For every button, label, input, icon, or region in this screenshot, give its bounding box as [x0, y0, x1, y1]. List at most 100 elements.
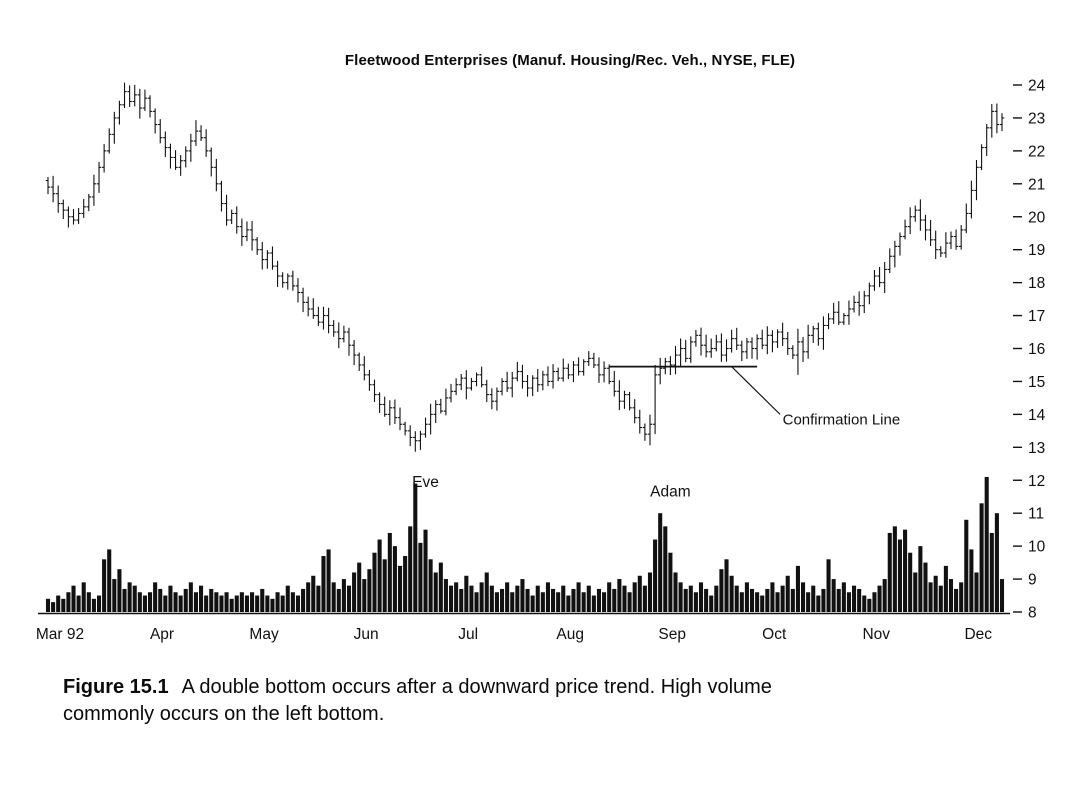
price-bar [214, 158, 219, 192]
price-bar [525, 374, 530, 397]
price-bar [984, 124, 989, 156]
price-bar [367, 370, 372, 391]
price-bar [841, 313, 847, 325]
volume-bar [704, 588, 709, 612]
price-bar [474, 372, 479, 387]
price-bar [969, 180, 974, 219]
confirmation-leader-line [731, 366, 781, 415]
volume-bar [377, 539, 382, 612]
month-label: Aug [556, 626, 584, 643]
price-bar [642, 423, 648, 441]
price-bar [45, 177, 51, 195]
price-bar [372, 379, 377, 402]
volume-bar [857, 588, 862, 612]
price-bar [958, 225, 964, 250]
price-bar [999, 113, 1005, 132]
volume-bar [520, 579, 525, 612]
price-bar [612, 370, 617, 397]
volume-bar [989, 532, 994, 612]
volume-bar [107, 549, 112, 612]
price-bar [209, 147, 214, 177]
volume-bar [45, 598, 51, 612]
month-label: Apr [150, 626, 174, 643]
volume-bar [821, 588, 826, 612]
volume-bar [816, 595, 821, 612]
volume-bar [142, 595, 147, 612]
volume-bar [86, 592, 91, 612]
price-tick-label: 12 [1028, 473, 1045, 490]
volume-bar [423, 529, 428, 612]
price-bar [923, 214, 928, 241]
volume-bar [239, 592, 244, 612]
caption-line2: commonly occurs on the left bottom. [63, 703, 385, 725]
price-bar [101, 144, 107, 173]
price-bar [341, 325, 347, 343]
price-bar [540, 370, 546, 391]
volume-bar [270, 598, 275, 612]
price-bar [591, 352, 597, 368]
price-bar [790, 345, 796, 360]
price-bar [953, 229, 959, 250]
price-bar [489, 388, 495, 410]
price-bar [862, 290, 867, 313]
volume-bar [234, 595, 239, 612]
volume-bar [275, 592, 280, 612]
price-bar [622, 390, 627, 409]
price-bar [81, 198, 86, 218]
volume-bar [908, 552, 913, 612]
volume-bar [959, 582, 964, 612]
volume-bar [127, 582, 132, 612]
volume-bar [316, 585, 321, 612]
price-tick-label: 18 [1028, 275, 1045, 292]
price-bar [285, 273, 290, 290]
price-tick-label: 17 [1028, 308, 1045, 325]
price-bar [826, 313, 831, 330]
volume-bar [199, 585, 204, 612]
price-tick-label: 10 [1028, 539, 1046, 556]
price-bar [892, 240, 898, 268]
price-bar [336, 322, 341, 349]
volume-bar [265, 595, 270, 612]
price-bar [928, 219, 933, 247]
price-bar [428, 403, 433, 435]
price-bar [520, 364, 525, 389]
price-bar [147, 95, 153, 118]
volume-bar [556, 592, 561, 612]
volume-bar [923, 562, 928, 612]
eve-label: Eve [412, 474, 439, 491]
price-bar [387, 400, 393, 426]
price-bar [107, 128, 112, 154]
price-bar [882, 261, 887, 294]
price-bar [846, 300, 852, 325]
volume-bar [724, 559, 729, 612]
volume-bar [147, 592, 153, 612]
price-bar [744, 338, 750, 359]
volume-bar [607, 582, 612, 612]
price-bar [362, 356, 367, 381]
price-bar [867, 282, 872, 305]
price-bar [265, 250, 270, 269]
price-bar [71, 209, 76, 225]
price-bar [851, 295, 857, 313]
volume-bar [357, 562, 362, 612]
price-bar [729, 329, 734, 353]
price-bar [596, 357, 602, 383]
volume-bar [984, 476, 989, 612]
volume-bar [464, 575, 469, 612]
price-bar [479, 366, 484, 388]
volume-bar [979, 503, 984, 612]
price-bar [316, 306, 321, 326]
price-bar [566, 363, 571, 380]
price-tick-label: 23 [1028, 110, 1045, 127]
price-bar [535, 369, 540, 392]
volume-bar [831, 579, 836, 612]
volume-bar [413, 483, 418, 612]
price-bar [510, 371, 515, 398]
price-bar [127, 85, 132, 107]
volume-bar [321, 556, 326, 612]
volume-bar [484, 572, 489, 612]
volume-bar [91, 598, 96, 612]
price-bar [561, 358, 566, 382]
price-bar [754, 334, 760, 360]
price-bar [158, 119, 163, 144]
